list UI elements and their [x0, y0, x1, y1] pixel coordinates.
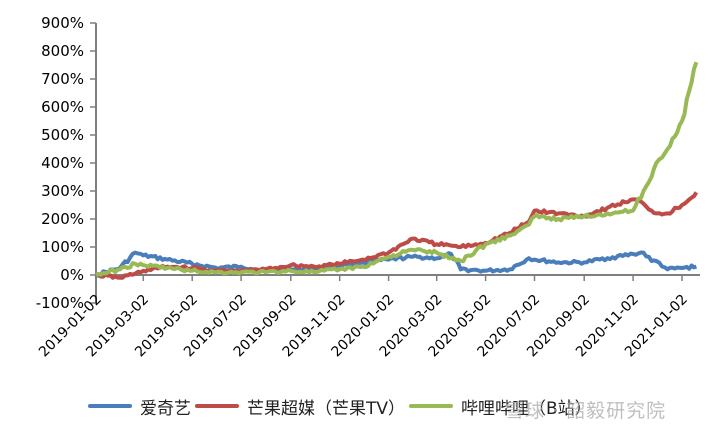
legend-item-bilibili: 哔哩哔哩（B站）	[409, 394, 592, 419]
legend-label: 爱奇艺	[140, 398, 191, 419]
y-tick-label: 600%	[41, 98, 84, 116]
series-line	[95, 191, 699, 280]
x-axis: 2019-01-022019-03-022019-05-022019-07-02…	[36, 274, 700, 360]
y-tick-label: 400%	[41, 154, 84, 172]
y-tick-label: 800%	[41, 42, 84, 60]
y-axis: -100% 0% 100% 200% 300% 400% 500% 600% 700% 800% 9…	[36, 14, 97, 312]
y-tick-label: 100%	[41, 238, 84, 256]
series-lines	[95, 61, 699, 280]
y-tick-label: 0%	[60, 266, 84, 284]
y-tick-label: 200%	[41, 210, 84, 228]
y-tick-label: 300%	[41, 182, 84, 200]
series-line	[95, 61, 699, 277]
y-tick-label: 700%	[41, 70, 84, 88]
legend-item-mango: 芒果超媒（芒果TV）	[195, 394, 405, 419]
legend-swatch-green-icon	[409, 404, 454, 408]
legend-item-iqiyi: 爱奇艺	[88, 394, 191, 419]
y-tick-label: 900%	[41, 14, 84, 32]
legend-swatch-red-icon	[195, 404, 239, 408]
legend-label: 芒果超媒（芒果TV）	[247, 398, 406, 419]
y-tick-label: 500%	[41, 126, 84, 144]
legend-label: 哔哩哔哩（B站）	[461, 398, 592, 419]
legend: 爱奇艺 芒果超媒（芒果TV） 哔哩哔哩（B站）	[88, 393, 596, 419]
legend-swatch-blue-icon	[88, 404, 132, 408]
y-tick-label: -100%	[36, 294, 84, 312]
